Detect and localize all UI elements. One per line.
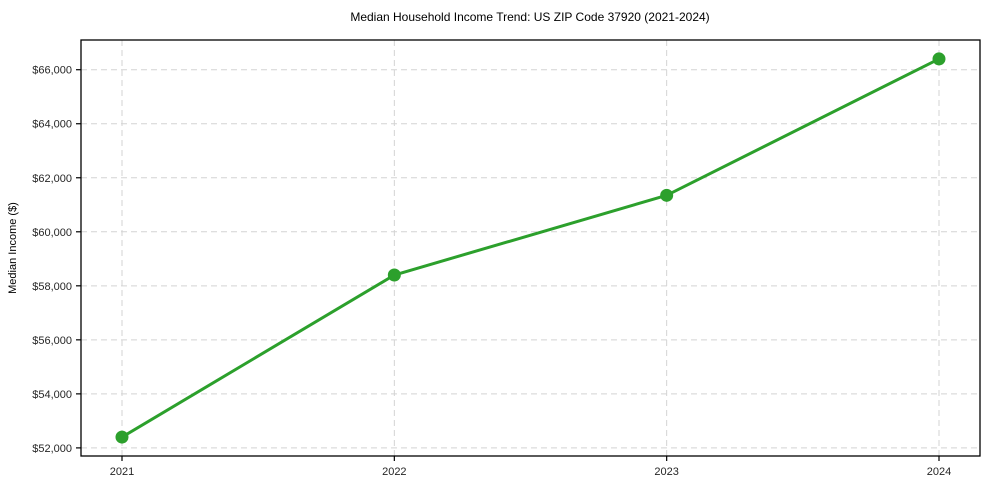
y-tick-label: $62,000 <box>32 173 72 185</box>
x-tick-label: 2021 <box>110 466 134 478</box>
plot-area: $52,000 $54,000 $56,000 $58,000 $60,000 $62,0… <box>32 39 981 478</box>
series-line <box>120 57 941 439</box>
y-tick-label: $52,000 <box>32 443 72 455</box>
y-tick-label: $66,000 <box>32 65 72 77</box>
y-tick-label: $60,000 <box>32 227 72 239</box>
data-point-marker <box>115 430 129 444</box>
y-tick-label: $54,000 <box>32 389 72 401</box>
y-tick-label: $58,000 <box>32 281 72 293</box>
x-tick-label: 2024 <box>927 466 951 478</box>
y-tick-label: $64,000 <box>32 119 72 131</box>
data-point-marker <box>387 268 401 282</box>
data-point-marker <box>660 188 674 202</box>
y-axis-title: Median Income ($) <box>7 202 19 294</box>
x-tick-label: 2023 <box>654 466 678 478</box>
y-tick-label: $56,000 <box>32 335 72 347</box>
x-tick-label: 2022 <box>382 466 406 478</box>
data-point-marker <box>932 52 946 66</box>
chart-title: Median Household Income Trend: US ZIP Co… <box>350 10 709 24</box>
axes-spines <box>80 39 981 457</box>
